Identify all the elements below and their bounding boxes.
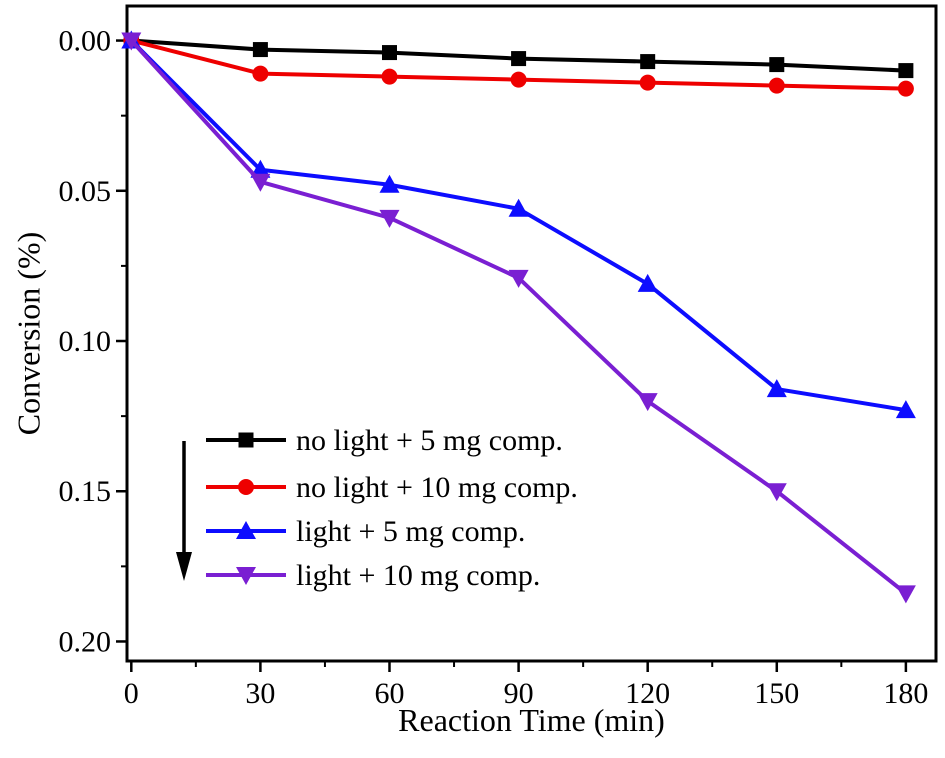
series-1-marker <box>252 65 269 82</box>
series-3-marker <box>895 585 916 604</box>
series-0-marker <box>640 54 656 70</box>
series-3-marker <box>766 483 787 502</box>
series-2-marker <box>766 379 787 398</box>
series-line-2 <box>129 39 907 413</box>
series-2-marker <box>637 273 658 292</box>
series-0-marker <box>769 57 785 73</box>
x-tick-label: 150 <box>754 677 799 710</box>
x-tick-label: 0 <box>124 677 139 710</box>
x-tick-label: 30 <box>245 677 275 710</box>
series-2-marker <box>895 400 916 419</box>
series-0-marker <box>252 42 268 58</box>
series-3-marker <box>121 32 142 51</box>
series-1-marker <box>897 80 914 97</box>
x-tick-label: 180 <box>883 677 928 710</box>
x-tick-label: 120 <box>625 677 670 710</box>
y-axis-label: Conversion (%) <box>10 231 47 436</box>
y-tick-label: 0.05 <box>59 175 112 208</box>
series-3-marker <box>508 269 529 288</box>
x-axis-label: Reaction Time (min) <box>398 702 665 738</box>
legend-label-1: no light + 10 mg comp. <box>296 471 578 504</box>
legend-marker-1 <box>238 479 254 495</box>
series-3-marker <box>637 393 658 412</box>
series-1-marker <box>510 71 527 88</box>
plot-border <box>125 4 938 663</box>
series-2-marker <box>379 174 400 193</box>
legend-marker-3 <box>236 567 256 585</box>
legend-label-3: light + 10 mg comp. <box>296 559 540 592</box>
y-axis-label-wrap: Conversion (%) <box>0 6 58 661</box>
legend-label-2: light + 5 mg comp. <box>296 515 525 548</box>
series-3-marker <box>379 209 400 228</box>
series-0-marker <box>898 63 914 79</box>
arrow-down-head-icon <box>176 552 192 581</box>
x-tick-label: 90 <box>504 677 534 710</box>
series-0-marker <box>511 51 527 67</box>
legend-marker-2 <box>236 521 256 539</box>
series-1-marker <box>381 68 398 85</box>
series-3-marker <box>250 173 271 192</box>
y-tick-label: 0.20 <box>59 625 112 658</box>
y-tick-label: 0.00 <box>59 25 112 58</box>
series-2-marker <box>508 198 529 217</box>
series-0-marker <box>381 45 397 61</box>
y-tick-label: 0.15 <box>59 475 112 508</box>
legend-marker-0 <box>238 432 254 448</box>
series-1-marker <box>639 74 656 91</box>
series-1-marker <box>768 77 785 94</box>
series-line-3 <box>129 39 908 595</box>
y-tick-label: 0.10 <box>59 325 112 358</box>
x-tick-label: 60 <box>374 677 404 710</box>
legend-label-0: no light + 5 mg comp. <box>296 424 563 457</box>
series-2-marker <box>250 159 271 178</box>
